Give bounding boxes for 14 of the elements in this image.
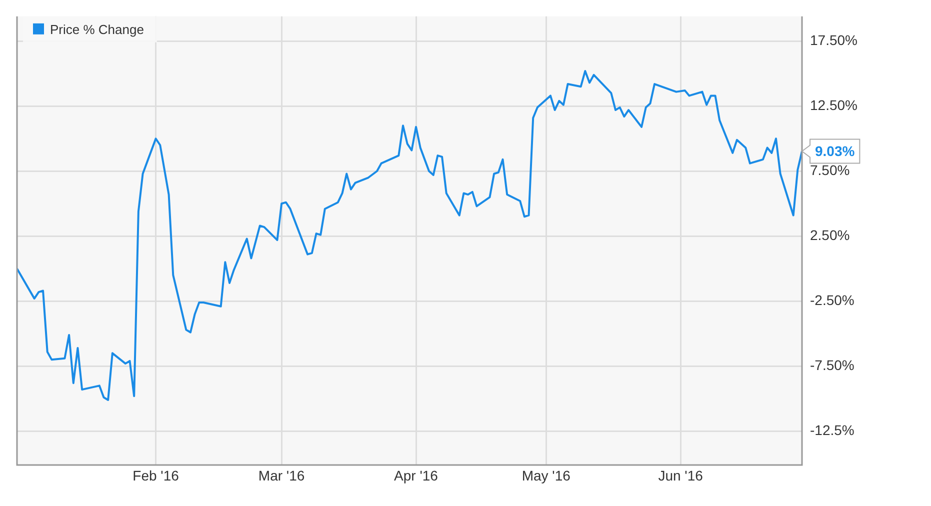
y-tick-label: 12.50% [810, 96, 858, 113]
x-tick-label: Apr '16 [394, 467, 438, 484]
y-tick-label: -2.50% [810, 292, 854, 308]
x-tick-label: Mar '16 [258, 467, 305, 484]
x-tick-label: Feb '16 [132, 467, 180, 484]
annotation: 9.03% [815, 143, 856, 160]
legend-label: Price % Change [50, 22, 144, 37]
y-tick-label: 2.50% [810, 227, 850, 244]
y-tick-label: -7.50% [810, 357, 854, 374]
x-tick-label: May '16 [522, 467, 571, 484]
y-tick-label: 7.50% [810, 162, 850, 178]
y-tick-label: 17.50% [810, 32, 858, 48]
y-tick-label: -12.5% [810, 422, 854, 438]
x-tick-label: Jun '16 [658, 467, 704, 484]
